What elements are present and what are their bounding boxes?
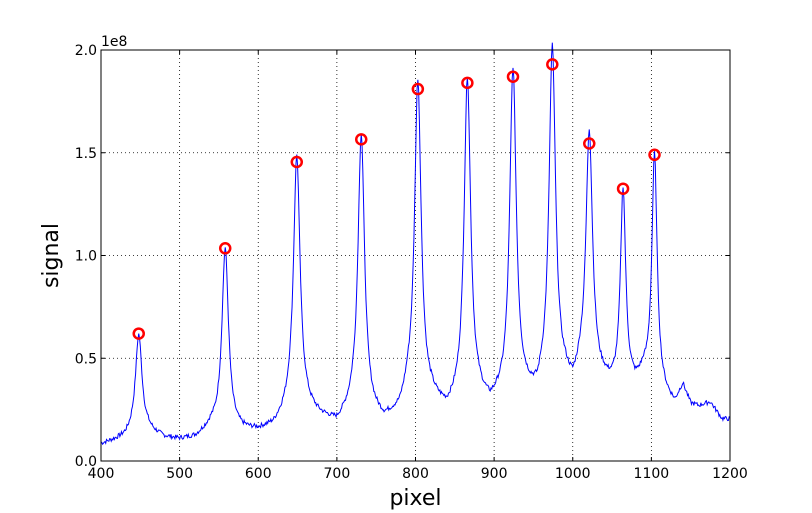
x-tick-label: 1200 (712, 466, 748, 482)
x-tick-label: 900 (481, 466, 508, 482)
peak-marker (411, 82, 425, 96)
peak-marker (583, 137, 596, 150)
x-tick-label: 1000 (555, 466, 591, 482)
y-tick-label: 0.0 (75, 454, 97, 470)
peak-marker (546, 58, 559, 71)
axis-ticks: 400 500 600 700 800 900 1000 1100 1200 0.0 0.5 1.0 1… (75, 43, 748, 482)
y-tick-label: 1.5 (75, 146, 97, 162)
peak-marker (354, 133, 368, 146)
peak-marker (290, 155, 304, 169)
x-tick-label: 400 (88, 466, 115, 482)
peak-marker (648, 148, 661, 162)
x-axis-title: pixel (389, 486, 441, 511)
x-tick-label: 700 (324, 466, 351, 482)
peak-marker (506, 70, 520, 83)
y-tick-label: 1.0 (75, 249, 97, 265)
x-tick-label: 600 (245, 466, 272, 482)
signal-line (100, 42, 731, 446)
x-tick-label: 800 (402, 466, 429, 482)
peak-markers (132, 58, 661, 340)
peak-marker (132, 327, 145, 340)
y-tick-label: 2.0 (75, 43, 97, 59)
y-offset-label: 1e8 (101, 34, 127, 50)
peak-marker (218, 242, 232, 255)
y-axis-title: signal (39, 223, 64, 288)
x-tick-label: 500 (166, 466, 193, 482)
series-group (100, 42, 731, 446)
peak-marker (616, 182, 630, 195)
grid-lines (101, 50, 730, 461)
peak-marker (461, 76, 474, 90)
x-tick-label: 1100 (634, 466, 670, 482)
y-tick-label: 0.5 (75, 351, 97, 367)
plot-background (101, 50, 730, 461)
